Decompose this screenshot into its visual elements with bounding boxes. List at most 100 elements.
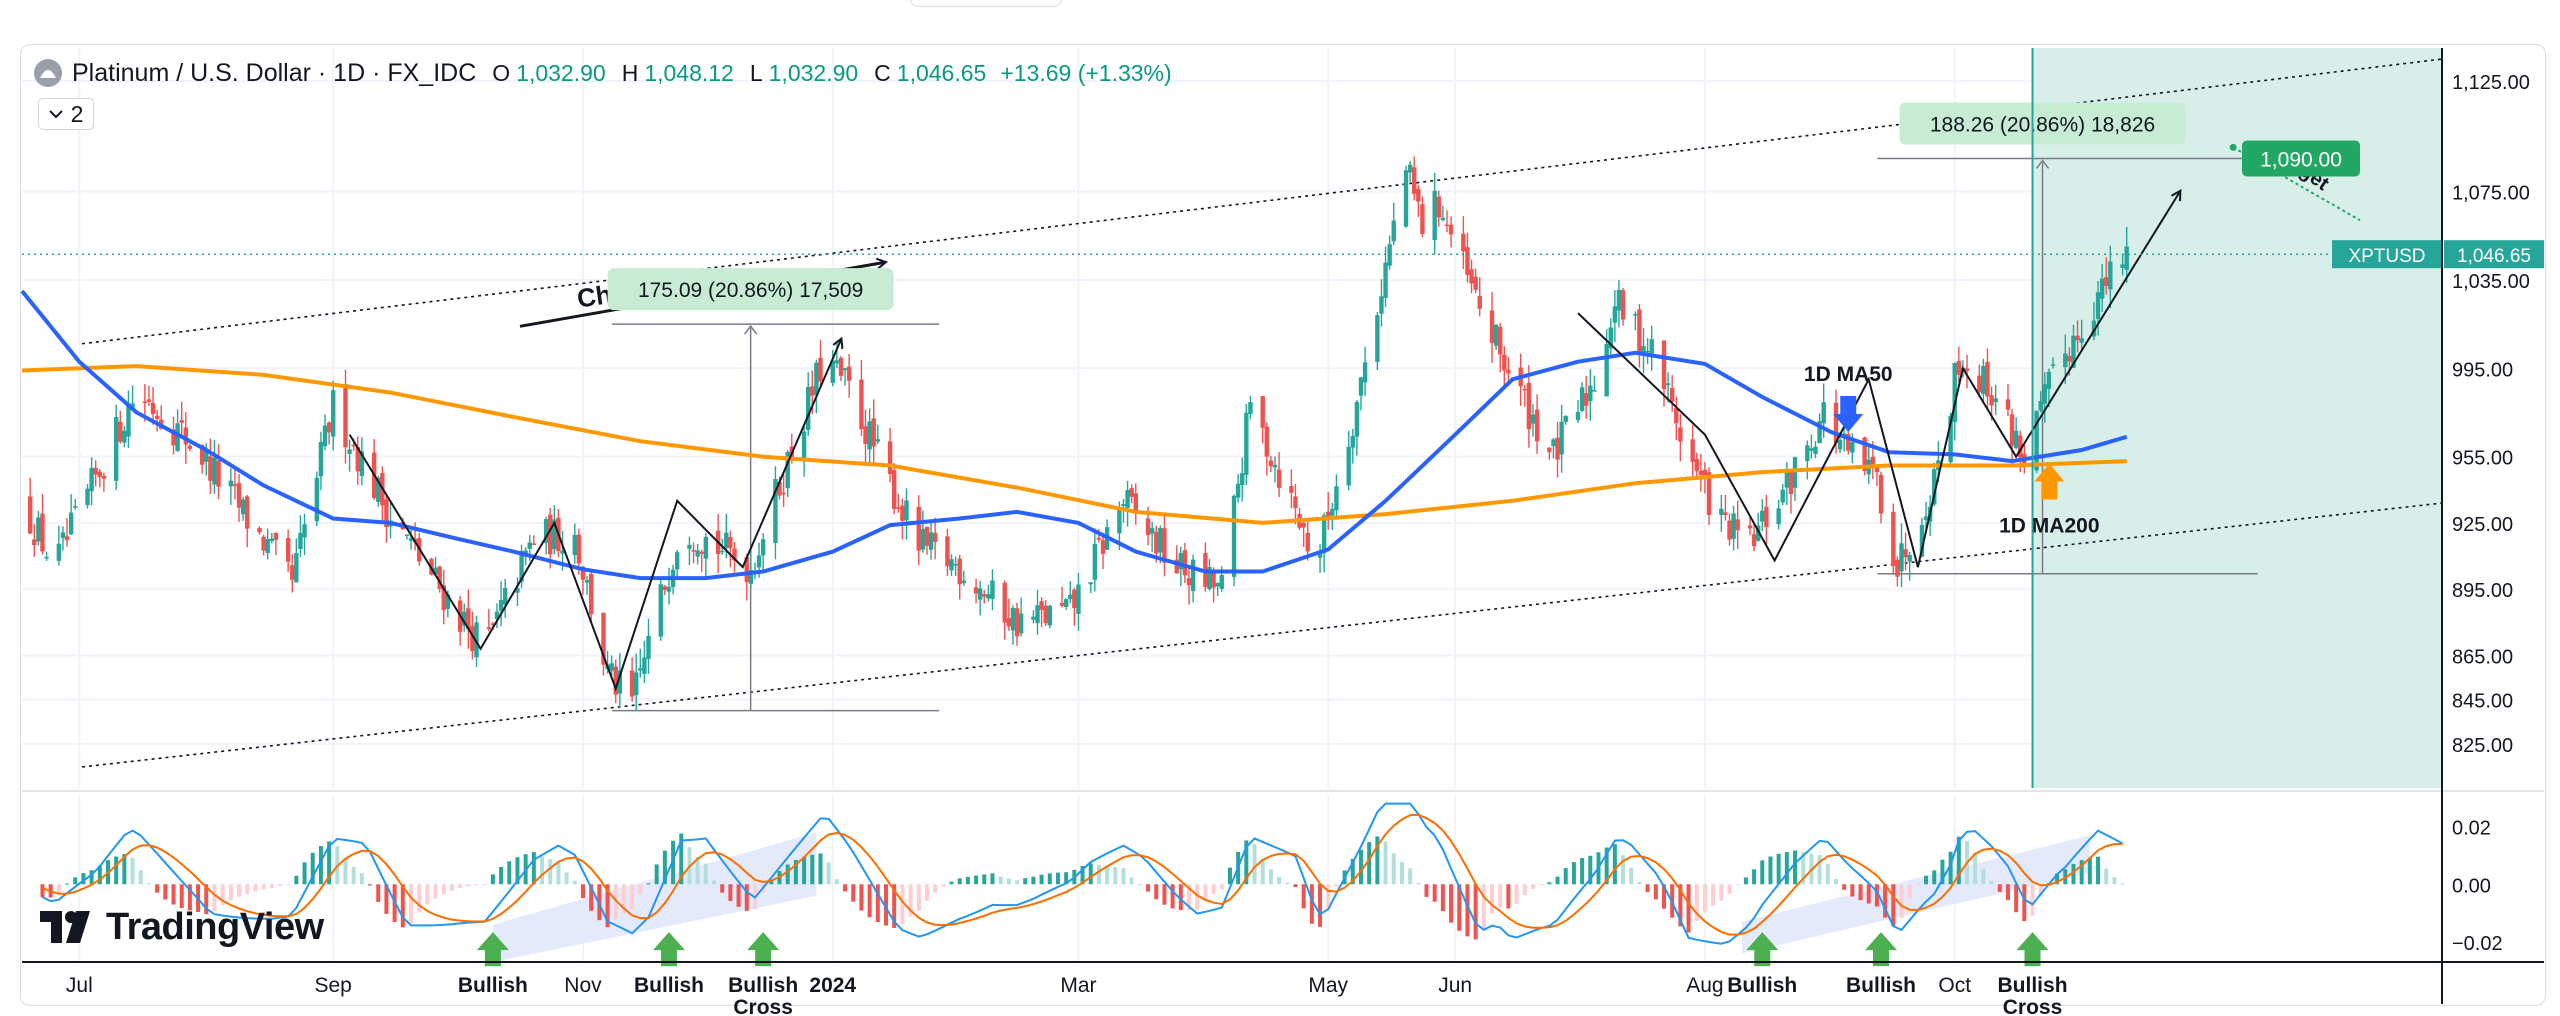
candle	[1412, 167, 1417, 194]
candle	[699, 551, 704, 554]
macd-histogram-bar	[1498, 884, 1503, 908]
candle	[2071, 335, 2076, 368]
candle	[728, 537, 733, 549]
fractal-path-lines	[348, 192, 2180, 692]
candle	[1792, 457, 1798, 488]
candle	[2005, 399, 2011, 410]
candle	[326, 422, 332, 433]
candle	[634, 672, 639, 696]
candle	[2050, 364, 2056, 366]
candle	[1776, 508, 1781, 525]
macd-histogram-bar	[1219, 884, 1224, 890]
ma200-arrow-icon	[2034, 463, 2065, 500]
macd-histogram-bar	[638, 884, 643, 895]
macd-tick-label: 0.02	[2452, 818, 2491, 840]
macd-histogram-bar	[1391, 853, 1396, 885]
symbol-title[interactable]: Platinum / U.S. Dollar · 1D · FX_IDC	[72, 58, 477, 87]
candle	[1493, 324, 1499, 346]
macd-histogram-bar	[1490, 884, 1495, 914]
candle	[1583, 393, 1589, 406]
candle	[1448, 224, 1454, 235]
macd-histogram-bar	[294, 875, 299, 885]
candle	[846, 366, 852, 381]
macd-histogram-bar	[228, 884, 233, 901]
candle	[1305, 532, 1310, 552]
macd-histogram-bar	[138, 870, 143, 885]
candle	[601, 612, 606, 665]
macd-histogram-bar	[589, 884, 594, 911]
candle	[44, 556, 49, 559]
candle	[68, 512, 74, 535]
candle	[376, 477, 381, 502]
macd-histogram-bar	[1956, 836, 1961, 885]
macd-histogram-bar	[1399, 862, 1404, 885]
candle	[552, 519, 557, 550]
candle	[179, 420, 184, 423]
macd-histogram-bar	[1891, 884, 1896, 926]
macd-histogram-bar	[867, 884, 872, 918]
macd-histogram-bar	[1465, 884, 1470, 937]
candle	[1469, 269, 1474, 284]
candle	[351, 444, 356, 447]
macd-histogram-bar	[351, 866, 356, 885]
chevron-down-icon	[48, 110, 63, 119]
macd-histogram-bar	[1776, 853, 1781, 885]
candle	[1346, 446, 1351, 486]
candle	[531, 543, 537, 545]
candle	[662, 586, 668, 591]
macd-histogram-bar	[89, 870, 94, 885]
macd-histogram-bar	[1358, 849, 1363, 885]
macd-histogram-bar	[1694, 884, 1699, 921]
candle	[2079, 338, 2084, 343]
candle	[691, 550, 696, 552]
candle	[1018, 613, 1024, 634]
candle	[101, 475, 107, 479]
macd-histogram-bar	[1997, 884, 2002, 892]
candle	[1788, 471, 1794, 495]
macd-histogram-bar	[1187, 884, 1192, 911]
candle	[331, 390, 336, 437]
candle	[982, 594, 987, 597]
price-tick-label: 1,075.00	[2452, 183, 2530, 205]
candle	[1186, 578, 1192, 586]
tradingview-logo[interactable]: TradingView	[40, 905, 324, 949]
macd-histogram-bar	[1555, 876, 1560, 885]
bullish-label: Cross	[2003, 996, 2063, 1016]
macd-histogram-bar	[1424, 884, 1429, 897]
candle	[576, 534, 582, 564]
candle	[1125, 489, 1130, 508]
bullish-arrow-icon	[747, 932, 780, 967]
candle	[1416, 188, 1421, 202]
candle	[642, 657, 647, 674]
change-value: +13.69 (+1.33%)	[1000, 59, 1172, 86]
candle	[216, 460, 221, 487]
candle	[245, 496, 250, 529]
open-label: O	[492, 59, 511, 86]
candle	[1563, 415, 1568, 422]
candle	[638, 668, 643, 671]
macd-histogram-bar	[965, 876, 970, 885]
candle	[1948, 415, 1953, 463]
current-price-tag-box[interactable]	[2444, 240, 2544, 269]
macd-histogram-bar	[1817, 854, 1822, 885]
candle	[1092, 543, 1098, 580]
macd-histogram-bar	[261, 884, 266, 890]
macd-histogram-bar	[97, 865, 102, 885]
price-tick-label: 995.00	[2452, 359, 2513, 381]
macd-histogram-bar	[433, 884, 438, 899]
macd-histogram-bar	[728, 884, 733, 902]
macd-histogram-bar	[720, 884, 725, 893]
price-tick-label: 1,125.00	[2452, 72, 2530, 94]
candle	[1096, 537, 1102, 540]
macd-histogram-bar	[1301, 884, 1306, 909]
candle	[113, 416, 119, 481]
indicators-toggle-button[interactable]: 2	[38, 98, 94, 130]
macd-histogram-bar	[425, 884, 430, 905]
candle	[1985, 361, 1990, 397]
candle	[2018, 435, 2023, 458]
candle	[953, 563, 958, 566]
candle	[2120, 264, 2125, 269]
macd-histogram-bar	[1006, 878, 1011, 885]
